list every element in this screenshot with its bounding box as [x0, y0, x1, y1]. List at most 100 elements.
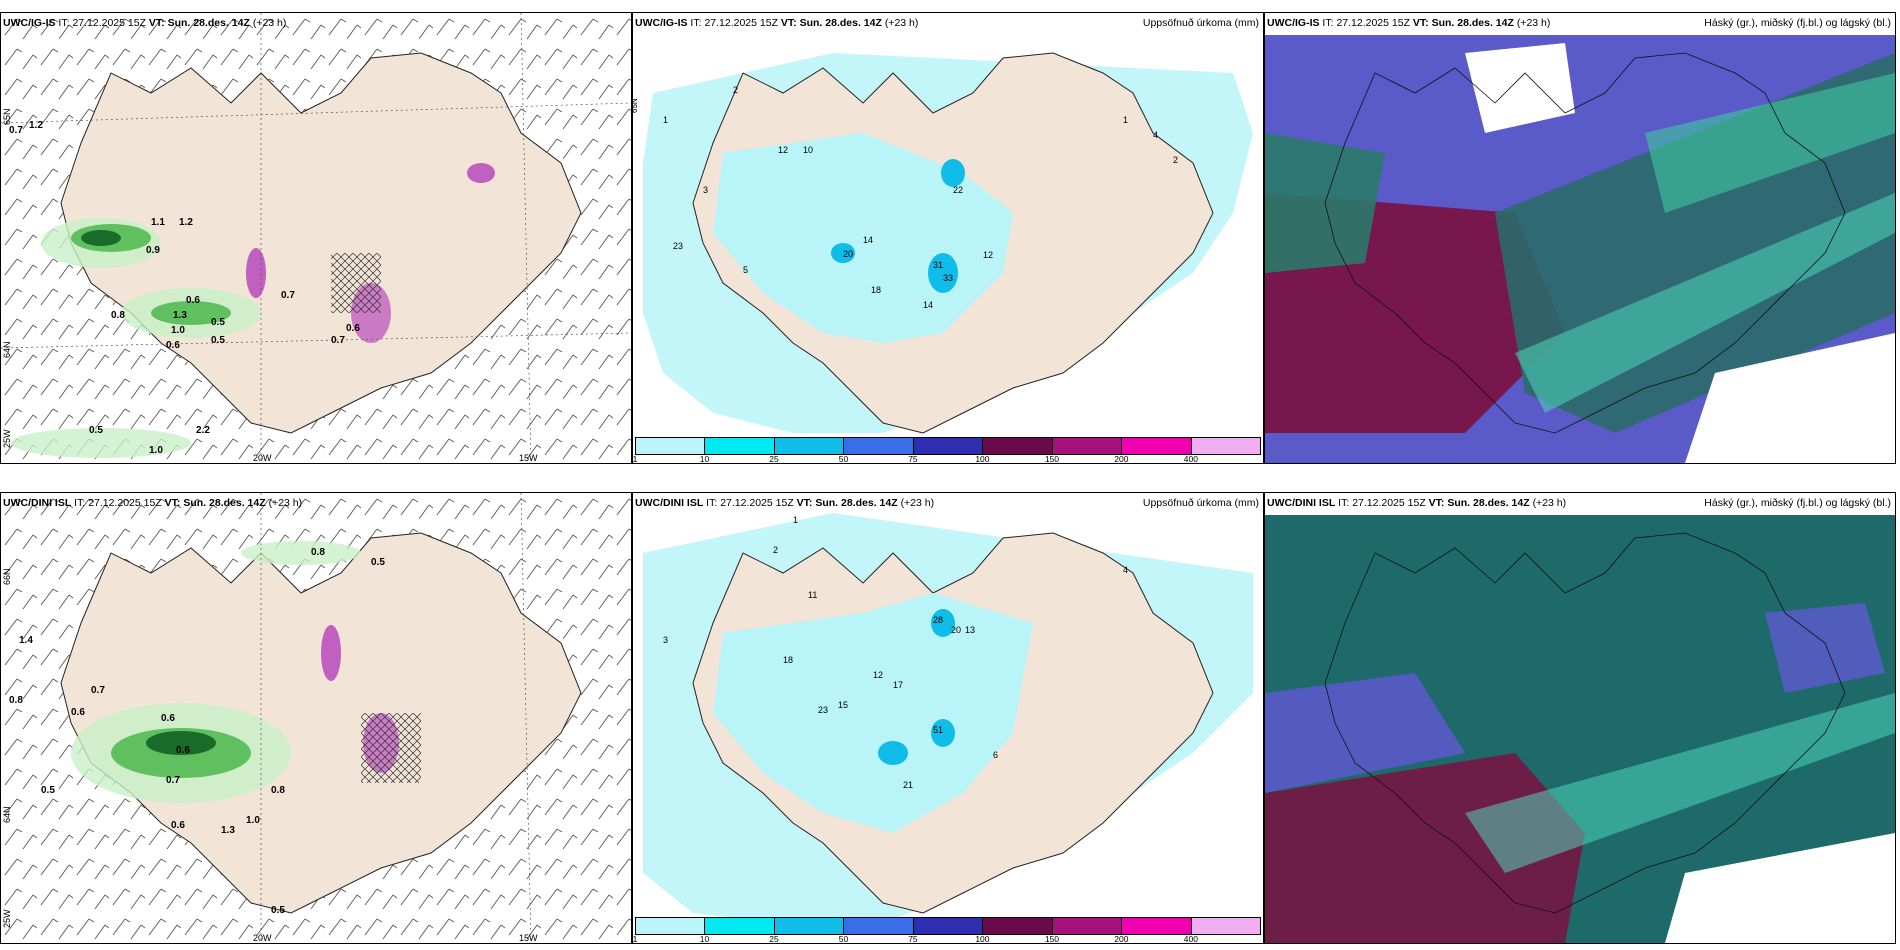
precip-label: 0.8 [311, 547, 325, 558]
accum-label: 1 [663, 115, 668, 125]
legend-swatch [1052, 918, 1123, 934]
legend-tick: 10 [699, 454, 710, 464]
accum-precip-map: 1 2 3 11 18 23 15 28 20 13 17 12 51 21 6… [643, 513, 1253, 923]
precip-label: 0.5 [89, 425, 103, 436]
legend-tick: 50 [838, 934, 849, 944]
accum-label: 4 [1153, 130, 1158, 140]
legend-tick: 100 [975, 454, 990, 464]
cloud-map [1265, 13, 1895, 463]
legend-swatch [705, 918, 775, 934]
precip-label: 0.9 [146, 245, 160, 256]
precip-label: 0.6 [166, 340, 180, 351]
legend-swatch [705, 438, 775, 454]
legend-swatch [1122, 438, 1192, 454]
accum-label: 2 [773, 545, 778, 555]
legend-tick: 1 [632, 934, 638, 944]
precip-label: 0.6 [346, 323, 360, 334]
legend-swatch [983, 918, 1053, 934]
lon-label-20w: 20W [253, 453, 272, 463]
lon-label-20w: 20W [253, 933, 272, 943]
panel-clouds-igis: UWC/IG-IS IT: 27.12.2025 15Z VT: Sun. 28… [1264, 12, 1896, 464]
accum-label: 4 [1123, 565, 1128, 575]
panel-header: UWC/IG-IS IT: 27.12.2025 15Z VT: Sun. 28… [635, 17, 1259, 29]
legend-swatch [1122, 918, 1192, 934]
panel-header: UWC/DINI ISL IT: 27.12.2025 15Z VT: Sun.… [635, 497, 1259, 509]
svg-text:65N: 65N [633, 98, 639, 113]
precip-label: 1.0 [171, 325, 185, 336]
panel-clouds-dini: UWC/DINI ISL IT: 27.12.2025 15Z VT: Sun.… [1264, 492, 1896, 944]
panel-title: Háský (gr.), miðský (fj.bl.) og lágský (… [1704, 17, 1891, 29]
panel-header: UWC/DINI ISL IT: 27.12.2025 15Z VT: Sun.… [3, 497, 303, 509]
legend-tick: 150 [1044, 454, 1059, 464]
lat-label-64n: 64N [2, 806, 12, 823]
precip-label: 1.4 [19, 635, 33, 646]
panel-title: Háský (gr.), miðský (fj.bl.) og lágský (… [1704, 497, 1891, 509]
precip-label: 2.2 [196, 425, 210, 436]
panel-precip-wind-dini: UWC/DINI ISL IT: 27.12.2025 15Z VT: Sun.… [0, 492, 632, 944]
accum-label: 23 [818, 705, 828, 715]
precip-label: 1.0 [246, 815, 260, 826]
accum-label: 2 [733, 85, 738, 95]
accum-label: 5 [743, 265, 748, 275]
precip-label: 0.5 [371, 557, 385, 568]
accum-label: 51 [933, 725, 943, 735]
precip-label: 0.7 [331, 335, 345, 346]
lon-label-15w: 15W [519, 453, 538, 463]
accum-label: 15 [838, 700, 848, 710]
precip-label: 1.1 [151, 217, 165, 228]
precip-label: 0.7 [281, 290, 295, 301]
lat-label-66n: 66N [2, 568, 12, 585]
precip-label: 0.6 [186, 295, 200, 306]
accum-label: 1 [793, 515, 798, 525]
accum-label: 6 [993, 750, 998, 760]
legend-colorbar [635, 437, 1261, 455]
legend-tick: 200 [1114, 454, 1129, 464]
panel-header: UWC/IG-IS IT: 27.12.2025 15Z VT: Sun. 28… [3, 17, 287, 29]
legend-swatch [636, 918, 706, 934]
accum-label: 22 [953, 185, 963, 195]
legend-tick: 100 [975, 934, 990, 944]
panel-accum-precip-dini: UWC/DINI ISL IT: 27.12.2025 15Z VT: Sun.… [632, 492, 1264, 944]
precip-label: 1.2 [179, 217, 193, 228]
cloud-map [1265, 493, 1895, 943]
accum-label: 33 [943, 273, 953, 283]
precip-label: 1.0 [149, 445, 163, 456]
legend-tick: 1 [632, 454, 638, 464]
accum-label: 10 [803, 145, 813, 155]
precip-label: 0.5 [211, 335, 225, 346]
legend-swatch [844, 918, 914, 934]
accum-label: 31 [933, 260, 943, 270]
precip-label: 0.7 [9, 125, 23, 136]
accum-label: 23 [673, 241, 683, 251]
panel-header: UWC/DINI ISL IT: 27.12.2025 15Z VT: Sun.… [1267, 497, 1891, 509]
accum-label: 12 [778, 145, 788, 155]
precip-label: 0.6 [176, 745, 190, 756]
panel-accum-precip-igis: UWC/IG-IS IT: 27.12.2025 15Z VT: Sun. 28… [632, 12, 1264, 464]
legend-tick: 150 [1044, 934, 1059, 944]
legend-swatch [913, 918, 984, 934]
accum-label: 18 [871, 285, 881, 295]
accum-label: 3 [663, 635, 668, 645]
panel-title: Uppsöfnuð úrkoma (mm) [1142, 497, 1259, 509]
precip-wind-map: 0.8 0.5 1.4 0.8 0.6 0.7 0.5 0.6 0.6 0.7 … [1, 493, 631, 943]
precip-label: 0.7 [91, 685, 105, 696]
legend-tick: 10 [699, 934, 710, 944]
accum-label: 3 [703, 185, 708, 195]
precip-label: 0.7 [166, 775, 180, 786]
legend-tick: 75 [908, 934, 918, 944]
precip-label: 0.5 [271, 905, 285, 916]
accum-label: 14 [863, 235, 873, 245]
legend-swatch [983, 438, 1053, 454]
accum-label: 28 [933, 615, 943, 625]
lon-label-15w: 15W [519, 933, 538, 943]
legend-tick: 75 [908, 454, 918, 464]
precip-label: 1.2 [29, 120, 43, 131]
legend-tick: 400 [1183, 934, 1198, 944]
accum-label: 2 [1173, 155, 1178, 165]
precip-label: 0.6 [161, 713, 175, 724]
legend-swatch [844, 438, 914, 454]
lat-label-65n: 65N [2, 108, 12, 125]
legend-tick: 200 [1114, 934, 1129, 944]
precip-label: 0.6 [71, 707, 85, 718]
lon-label-25w: 25W [2, 429, 12, 448]
